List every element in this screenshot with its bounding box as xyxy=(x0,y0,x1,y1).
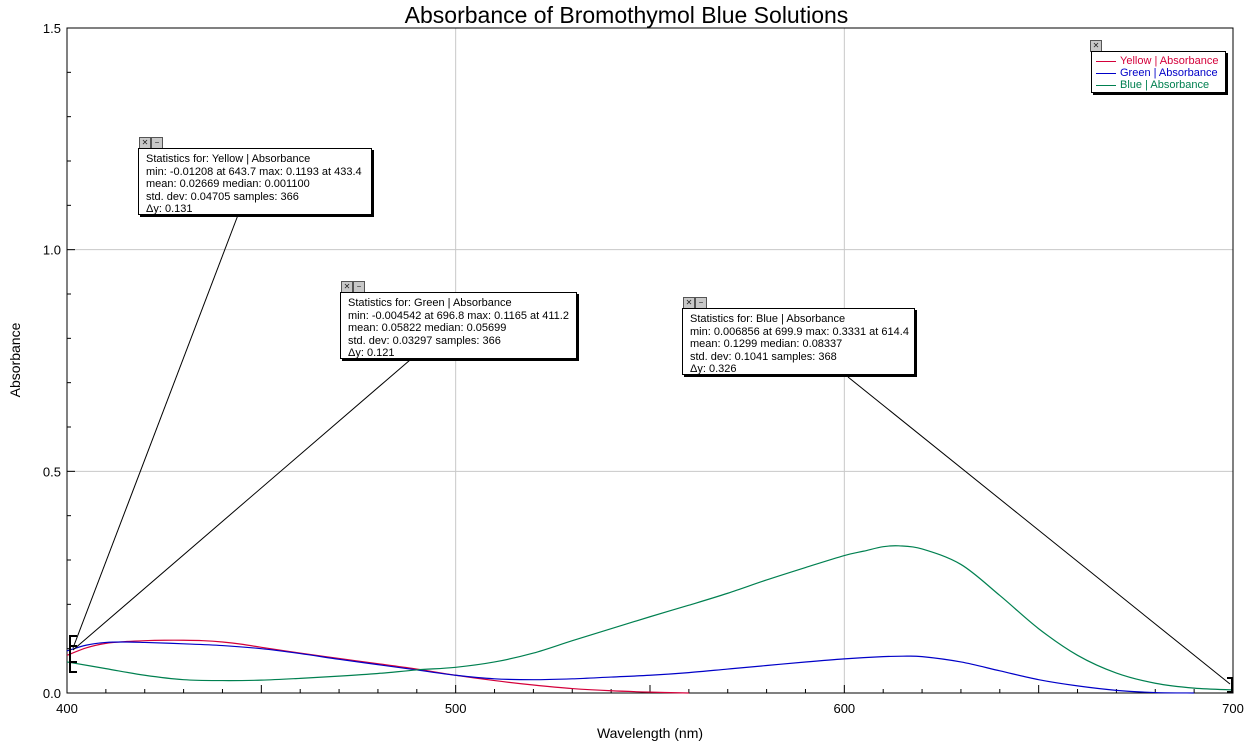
right-range-bracket xyxy=(1227,677,1233,693)
stats-blue-minmax: min: 0.006856 at 699.9 max: 0.3331 at 61… xyxy=(690,325,909,338)
x-tick-label: 400 xyxy=(56,701,78,716)
legend-swatch-blue xyxy=(1096,84,1116,86)
minor-ticks xyxy=(66,27,1234,694)
y-axis-label: Absorbance xyxy=(7,322,23,397)
leader-line-green xyxy=(72,359,411,651)
left-range-bracket xyxy=(69,635,77,673)
plot-frame xyxy=(66,27,1234,694)
leader-line-yellow xyxy=(72,214,239,649)
x-tick-label: 500 xyxy=(445,701,467,716)
grid xyxy=(67,28,1233,693)
legend-swatch-green xyxy=(1096,72,1116,74)
legend-item-green: Green | Absorbance xyxy=(1096,67,1218,79)
series-lines xyxy=(66,545,1234,694)
legend-swatch-yellow xyxy=(1096,60,1116,62)
stats-yellow-title: Statistics for: Yellow | Absorbance xyxy=(146,153,311,165)
stats-yellow-mean: mean: 0.02669 median: 0.001100 xyxy=(146,178,310,190)
legend-label-blue: Blue | Absorbance xyxy=(1120,79,1210,91)
legend-item-blue: Blue | Absorbance xyxy=(1096,79,1209,91)
x-tick-label: 700 xyxy=(1222,701,1244,716)
delta-icon: Δ xyxy=(348,347,356,359)
y-tick-label: 0.0 xyxy=(43,686,61,701)
leader-lines xyxy=(72,214,1231,685)
stats-green-minmax: min: -0.004542 at 696.8 max: 0.1165 at 4… xyxy=(348,309,569,322)
stats-green-stddev: std. dev: 0.03297 samples: 366 xyxy=(348,334,501,347)
stats-green-title: Statistics for: Green | Absorbance xyxy=(348,297,512,309)
legend-label-green: Green | Absorbance xyxy=(1120,67,1218,79)
x-tick-label: 600 xyxy=(833,701,855,716)
y-tick-label: 1.5 xyxy=(43,21,61,36)
series-green-line xyxy=(66,641,1195,694)
stats-yellow-stddev: std. dev: 0.04705 samples: 366 xyxy=(146,190,299,203)
stats-blue-title: Statistics for: Blue | Absorbance xyxy=(690,313,846,325)
stats-green-delta: Δy: 0.121 xyxy=(348,347,395,359)
tick-labels: 400 500 600 700 0.0 0.5 1.0 1.5 xyxy=(43,21,1244,716)
y-tick-label: 1.0 xyxy=(43,243,61,258)
stats-yellow-minmax: min: -0.01208 at 643.7 max: 0.1193 at 43… xyxy=(146,165,362,178)
stats-blue-mean: mean: 0.1299 median: 0.08337 xyxy=(690,338,843,350)
legend-label-yellow: Yellow | Absorbance xyxy=(1120,55,1219,67)
stats-box-blue[interactable]: Statistics for: Blue | Absorbance min: 0… xyxy=(682,308,915,375)
stats-green-mean: mean: 0.05822 median: 0.05699 xyxy=(348,322,507,334)
stats-blue-stddev: std. dev: 0.1041 samples: 368 xyxy=(690,350,837,363)
delta-icon: Δ xyxy=(146,203,154,215)
series-yellow-line xyxy=(66,639,689,694)
series-blue-line xyxy=(66,545,1234,691)
range-brackets xyxy=(69,635,1233,693)
leader-line-blue xyxy=(847,376,1231,685)
legend-item-yellow: Yellow | Absorbance xyxy=(1096,55,1218,67)
stats-yellow-delta: Δy: 0.131 xyxy=(146,203,193,215)
delta-icon: Δ xyxy=(690,363,698,375)
stats-green-minimize-icon[interactable]: − xyxy=(353,281,365,293)
stats-box-green[interactable]: Statistics for: Green | Absorbance min: … xyxy=(340,292,577,359)
y-tick-label: 0.5 xyxy=(43,464,61,479)
legend: Yellow | Absorbance Green | Absorbance B… xyxy=(1091,51,1226,93)
x-axis-label: Wavelength (nm) xyxy=(597,725,703,741)
stats-blue-delta: Δy: 0.326 xyxy=(690,363,737,375)
chart-title: Absorbance of Bromothymol Blue Solutions xyxy=(404,2,849,28)
stats-box-yellow[interactable]: Statistics for: Yellow | Absorbance min:… xyxy=(138,148,372,215)
